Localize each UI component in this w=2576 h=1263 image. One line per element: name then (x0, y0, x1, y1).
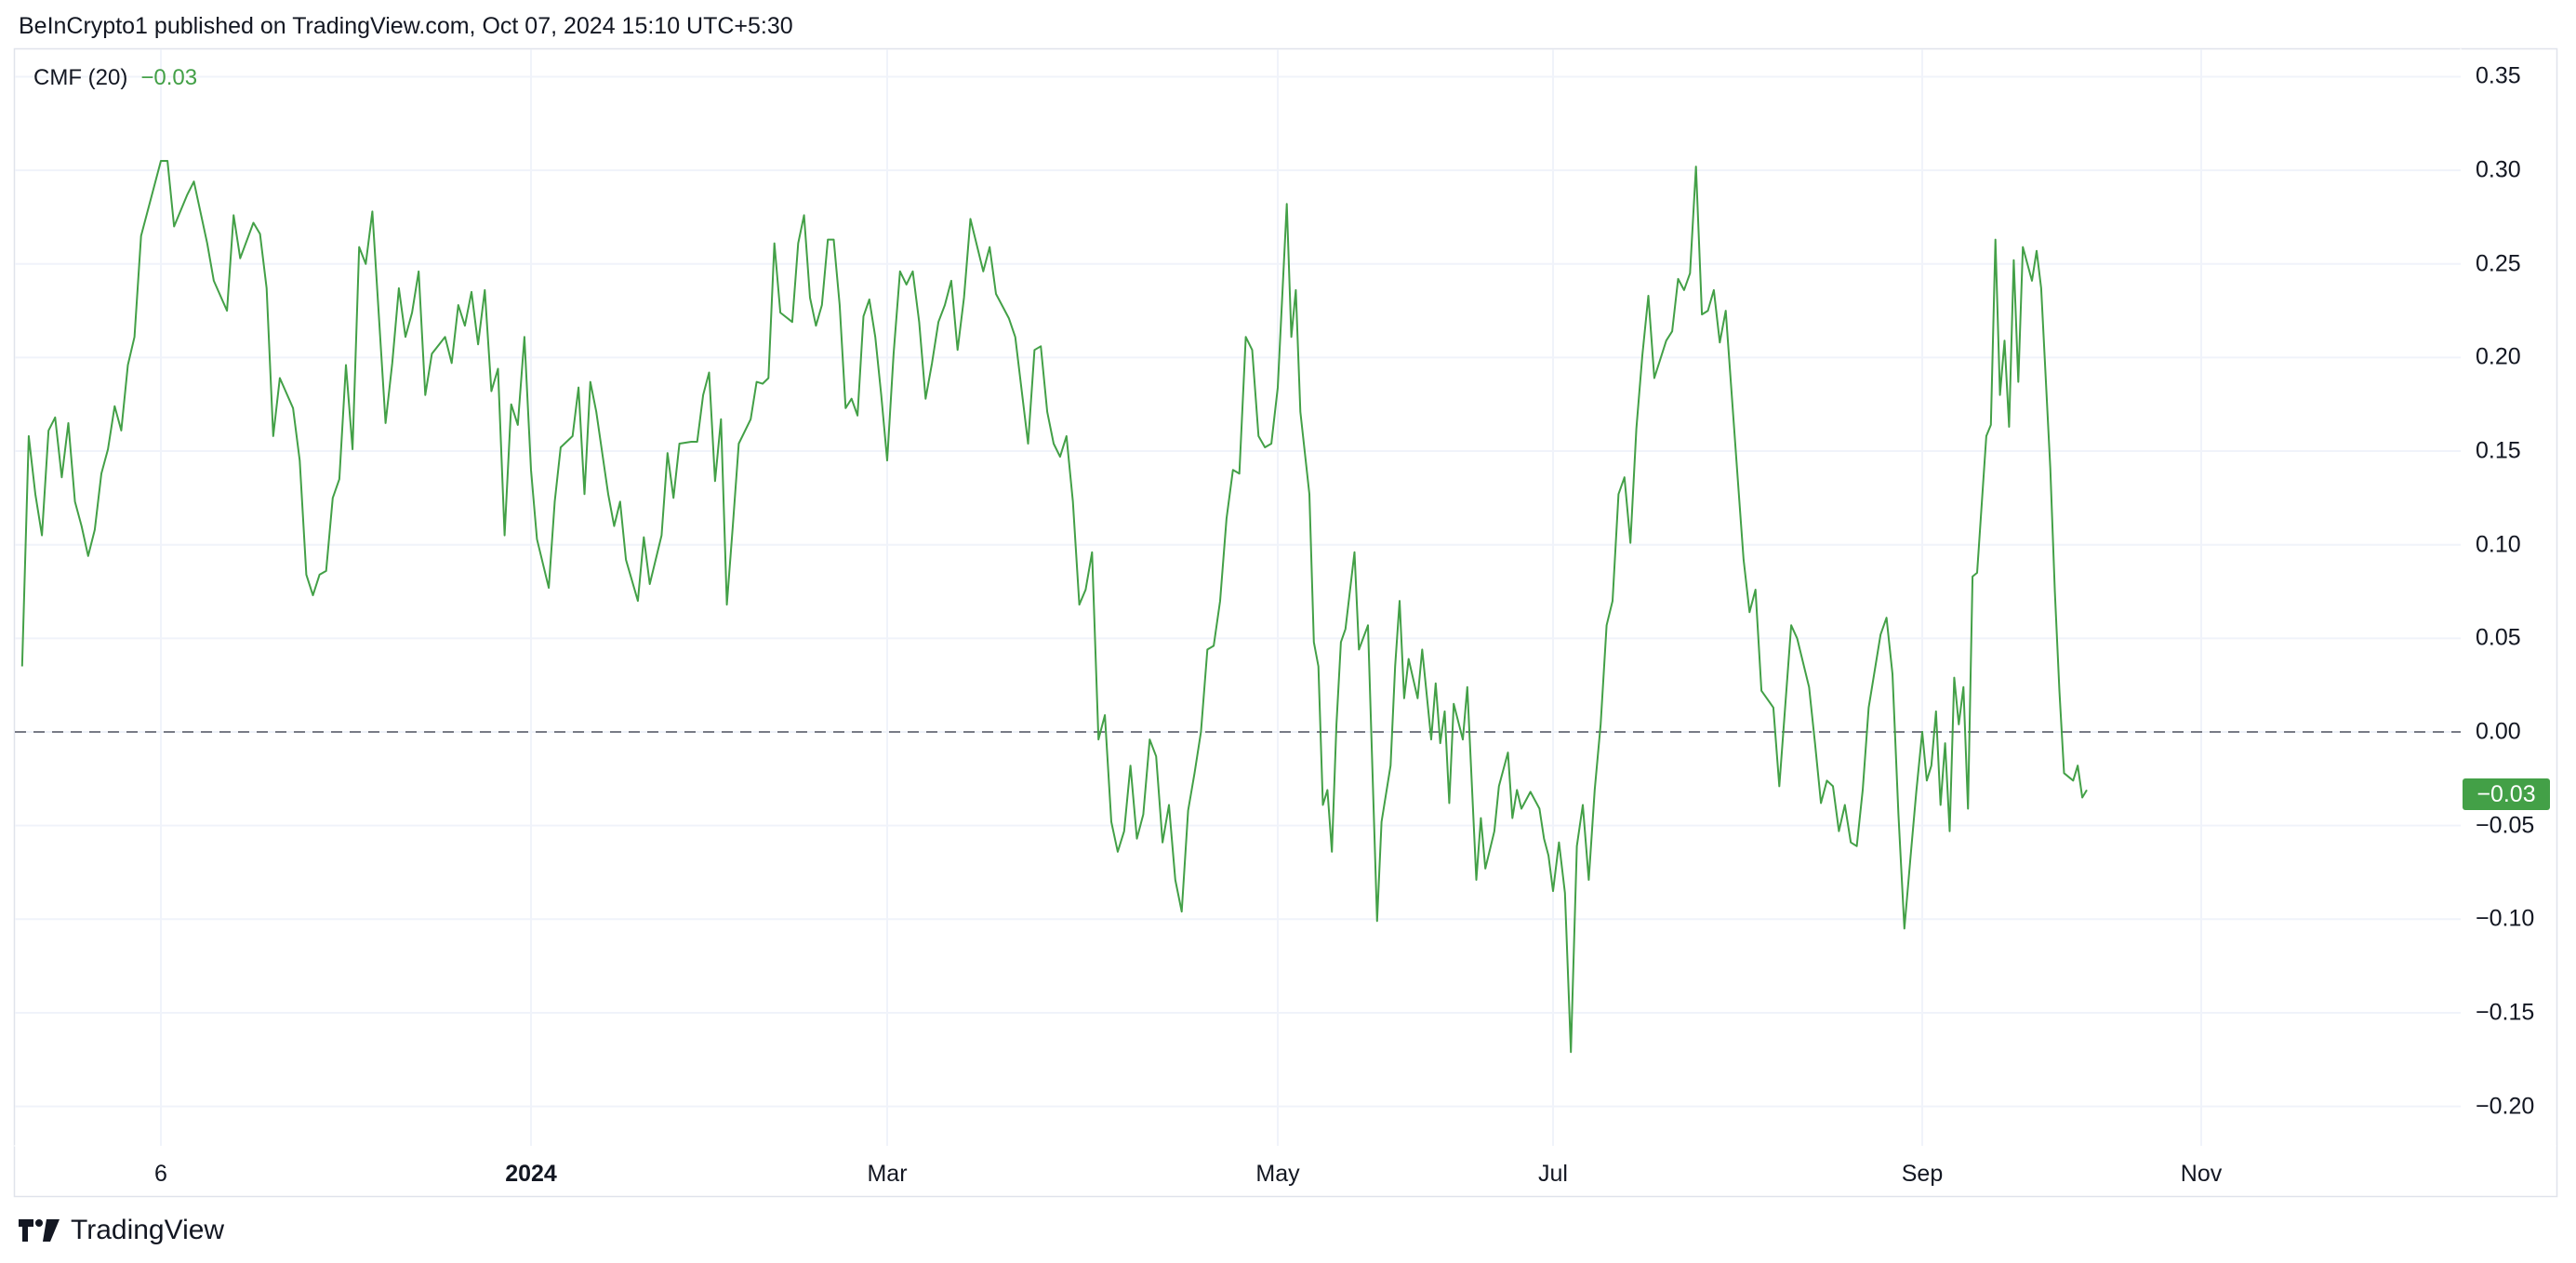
y-tick-label: 0.35 (2476, 62, 2521, 89)
cmf-series-line (20, 160, 2088, 1054)
x-tick-label: Sep (1901, 1161, 1944, 1187)
publish-header: BeInCrypto1 published on TradingView.com… (19, 13, 793, 39)
y-tick-label: −0.05 (2476, 812, 2535, 839)
indicator-name[interactable]: CMF (20) (33, 65, 128, 90)
x-tick-label: Mar (867, 1161, 908, 1187)
y-tick-label: 0.25 (2476, 250, 2521, 277)
chart-marks (15, 160, 2461, 1054)
x-tick-label: Jul (1538, 1161, 1568, 1187)
y-tick-label: 0.00 (2476, 718, 2521, 745)
y-tick-label: −0.20 (2476, 1093, 2535, 1120)
brand-name: TradingView (71, 1215, 225, 1245)
last-value-badge: −0.03 (2463, 778, 2550, 810)
x-tick-label: Nov (2180, 1161, 2223, 1187)
y-tick-label: −0.10 (2476, 905, 2535, 932)
x-tick-label: May (1255, 1161, 1300, 1187)
indicator-legend[interactable]: CMF (20) −0.03 (33, 65, 197, 91)
indicator-value: −0.03 (140, 65, 198, 90)
y-tick-label: 0.20 (2476, 343, 2521, 370)
y-tick-label: 0.30 (2476, 156, 2521, 183)
x-tick-label: 2024 (505, 1161, 557, 1187)
y-tick-label: 0.05 (2476, 624, 2521, 651)
y-tick-label: 0.15 (2476, 437, 2521, 464)
x-tick-label: 6 (154, 1161, 167, 1187)
y-tick-label: −0.15 (2476, 999, 2535, 1026)
tradingview-brand[interactable]: TradingView (19, 1215, 224, 1246)
y-tick-label: 0.10 (2476, 531, 2521, 558)
tradingview-logo-icon (19, 1219, 60, 1242)
grid (15, 49, 2461, 1146)
chart-frame (13, 47, 2558, 1198)
